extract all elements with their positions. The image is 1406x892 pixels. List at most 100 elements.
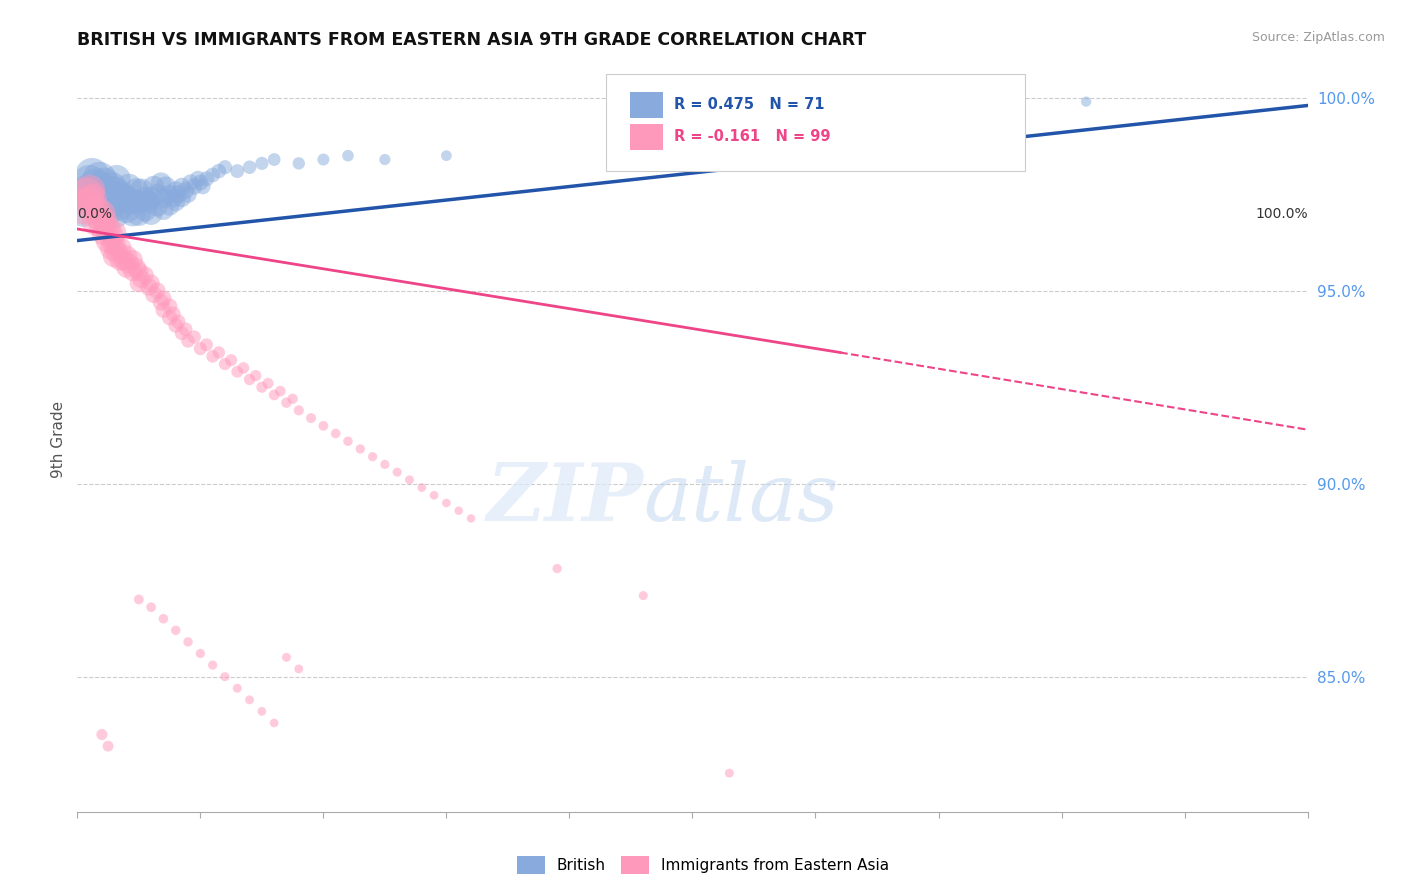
Point (337, 149, 360, 163)
Point (90, 199, 114, 213)
Point (141, 276, 163, 290)
Point (110, 241, 132, 255)
Point (263, 715, 285, 730)
Point (76, 187, 98, 202)
Point (447, 504, 470, 518)
Point (250, 705, 273, 719)
Point (72, 199, 94, 213)
Point (97, 222, 120, 236)
Point (155, 179, 177, 194)
Point (170, 326, 193, 341)
Point (436, 496, 458, 510)
Point (374, 153, 396, 167)
Point (263, 388, 285, 402)
Point (103, 206, 125, 220)
Point (423, 488, 446, 502)
Point (159, 199, 181, 213)
Point (72, 199, 94, 213)
Point (152, 292, 174, 306)
Point (90, 187, 114, 202)
Text: R = 0.475   N = 71: R = 0.475 N = 71 (673, 97, 824, 112)
Point (150, 295, 173, 310)
Point (103, 249, 125, 263)
Point (269, 384, 291, 398)
Point (162, 191, 184, 205)
Point (276, 650, 298, 665)
Point (79, 194, 101, 209)
Point (103, 194, 125, 209)
Point (170, 191, 193, 205)
Point (633, 589, 655, 603)
Point (89, 171, 111, 186)
Point (195, 171, 218, 186)
Point (263, 153, 285, 167)
Point (232, 360, 254, 375)
Point (1076, 95, 1098, 109)
Text: BRITISH VS IMMIGRANTS FROM EASTERN ASIA 9TH GRADE CORRELATION CHART: BRITISH VS IMMIGRANTS FROM EASTERN ASIA … (77, 31, 866, 49)
Point (76, 187, 98, 202)
Point (84, 191, 107, 205)
Point (159, 187, 181, 202)
Point (90, 218, 114, 232)
Point (142, 287, 165, 301)
Point (97, 234, 120, 248)
Point (89, 211, 111, 225)
Point (167, 315, 190, 329)
Point (93, 214, 115, 228)
Point (103, 226, 125, 240)
FancyBboxPatch shape (630, 92, 664, 119)
Point (93, 176, 115, 190)
Point (141, 206, 163, 220)
Point (97, 191, 120, 205)
Point (170, 179, 193, 194)
Point (110, 187, 132, 202)
Point (214, 160, 236, 174)
Point (201, 349, 224, 363)
Point (165, 318, 187, 333)
Point (146, 284, 169, 298)
Point (128, 276, 150, 290)
Point (226, 681, 249, 696)
Point (125, 260, 148, 275)
Point (187, 171, 209, 186)
Point (118, 257, 141, 271)
Point (97, 739, 120, 753)
Point (152, 612, 174, 626)
Y-axis label: 9th Grade: 9th Grade (51, 401, 66, 478)
Point (121, 206, 143, 220)
Point (90, 206, 114, 220)
Point (165, 183, 187, 197)
Point (146, 199, 169, 213)
Point (257, 376, 280, 391)
Point (411, 481, 433, 495)
Point (245, 368, 267, 383)
Point (312, 153, 335, 167)
Point (138, 194, 160, 209)
Text: 100.0%: 100.0% (1256, 207, 1308, 221)
Legend: British, Immigrants from Eastern Asia: British, Immigrants from Eastern Asia (510, 850, 896, 880)
Point (152, 191, 174, 205)
Point (239, 372, 262, 386)
Text: ZIP: ZIP (486, 460, 644, 538)
Point (214, 670, 236, 684)
Point (177, 635, 200, 649)
Point (180, 176, 202, 190)
Point (121, 252, 143, 267)
Point (183, 179, 205, 194)
Point (84, 179, 107, 194)
Point (159, 310, 181, 325)
Point (460, 511, 482, 525)
Point (952, 98, 974, 112)
Point (110, 199, 132, 213)
Point (299, 411, 322, 425)
Point (79, 176, 101, 190)
Point (146, 187, 169, 202)
Point (718, 766, 741, 780)
Point (128, 206, 150, 220)
Point (115, 260, 138, 275)
Point (239, 160, 262, 174)
Point (103, 237, 125, 252)
Point (201, 168, 224, 182)
Point (325, 426, 347, 441)
Point (288, 403, 311, 417)
